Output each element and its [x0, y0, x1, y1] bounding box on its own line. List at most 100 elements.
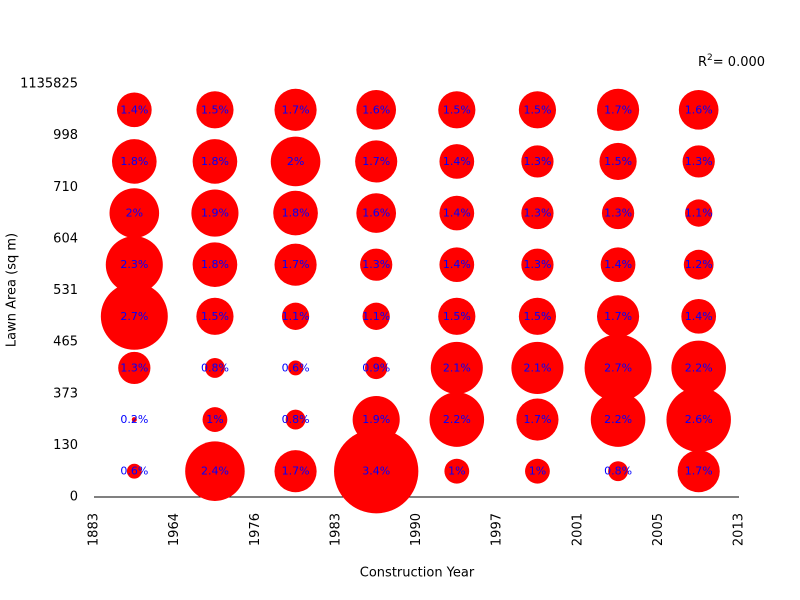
bubble-label: 1.5% [604, 155, 632, 168]
y-tick-label: 1135825 [20, 77, 78, 92]
bubble-label: 1.1% [362, 310, 390, 323]
bubble [100, 282, 168, 350]
bubble [596, 295, 640, 338]
bubble [365, 356, 388, 380]
bubble-label: 2.4% [201, 465, 229, 478]
bubble-label: 0.8% [282, 413, 310, 426]
bubble [196, 91, 234, 129]
bubble [111, 139, 157, 184]
x-tick-label: 1990 [409, 513, 424, 546]
bubble [511, 341, 564, 394]
y-tick-label: 710 [53, 180, 78, 195]
y-tick-label: 373 [53, 386, 78, 401]
bubble-label: 1.4% [443, 207, 471, 220]
bubble-label: 1.5% [523, 103, 551, 116]
bubble [683, 249, 714, 280]
bubble [671, 340, 726, 396]
bubble-label: 1.1% [282, 310, 310, 323]
bubble-label: 1.3% [523, 155, 551, 168]
bubble-label: 0.6% [282, 361, 310, 374]
bubble [192, 139, 238, 184]
bubble [281, 302, 310, 330]
y-tick-label: 531 [53, 283, 78, 298]
bubble-label: 1.8% [282, 207, 310, 220]
bubble [270, 136, 321, 187]
bubble-label: 2.7% [604, 361, 632, 374]
bubble [525, 458, 550, 484]
bubble [105, 236, 163, 294]
bubble-label: 1.4% [443, 155, 471, 168]
x-tick-labels: 1883 1964 1976 1983 1990 1997 2001 2005 2013 [87, 513, 747, 546]
bubble-label: 2.1% [443, 361, 471, 374]
bubble [355, 140, 398, 183]
bubble-label: 1.1% [685, 207, 713, 220]
bubble-label: 2.6% [685, 413, 713, 426]
bubble [444, 458, 470, 484]
bubble-label: 2.2% [604, 413, 632, 426]
bubble [608, 461, 628, 482]
bubble [599, 142, 637, 181]
bubble [521, 248, 554, 281]
bubble [521, 196, 554, 230]
r-squared-superscript: 2 [707, 53, 713, 63]
bubble [118, 351, 151, 385]
bubble [439, 195, 475, 231]
bubble [521, 145, 554, 178]
bubble [681, 298, 717, 334]
bubble-label: 2% [287, 155, 304, 168]
bubble [352, 396, 400, 444]
bubble-label: 0.8% [604, 465, 632, 478]
bubble [430, 341, 483, 394]
bubble-label: 1% [448, 465, 465, 478]
bubble-label: 1.5% [201, 103, 229, 116]
bubble [518, 297, 557, 335]
bubble [205, 358, 225, 378]
x-tick-label: 1976 [248, 513, 263, 546]
y-tick-label: 0 [70, 490, 78, 505]
bubble-label: 1.3% [120, 361, 148, 374]
bubble-label: 1.9% [362, 413, 390, 426]
x-tick-label: 2001 [570, 513, 585, 546]
bubble-label: 0.6% [120, 465, 148, 478]
bubble-label: 2.2% [443, 413, 471, 426]
r-squared-symbol: R [698, 55, 707, 70]
bubble-label: 1.3% [604, 207, 632, 220]
bubble [356, 193, 397, 233]
bubble [584, 334, 652, 402]
bubble-label: 1.6% [362, 103, 390, 116]
bubble-label: 1.4% [685, 310, 713, 323]
bubble [596, 88, 640, 131]
bubble [288, 360, 304, 376]
bubble-label: 1.7% [362, 155, 390, 168]
bubble [685, 199, 713, 227]
bubble [334, 429, 419, 514]
bubble-label: 1.8% [120, 155, 148, 168]
bubble [666, 387, 731, 452]
bubble [439, 247, 475, 283]
bubble [600, 247, 636, 283]
bubble [677, 450, 720, 493]
y-tick-labels: 0 130 373 465 531 604 710 998 1135825 [20, 77, 78, 505]
bubble-label: 1.3% [362, 258, 390, 271]
x-tick-label: 2005 [651, 513, 666, 546]
y-tick-label: 465 [53, 335, 78, 350]
bubble-label: 1.7% [604, 310, 632, 323]
bubble [126, 463, 142, 479]
r-squared-annotation: R2= 0.000 [698, 53, 765, 70]
bubble [678, 89, 719, 130]
bubble-label: 1.3% [523, 258, 551, 271]
bubble-label: 1.7% [604, 103, 632, 116]
bubble-label: 0.9% [362, 361, 390, 374]
bubble-label: 0.2% [120, 413, 148, 426]
bubble [196, 297, 234, 335]
bubble-label: 1.5% [523, 310, 551, 323]
bubble [131, 417, 137, 423]
x-tick-label: 1883 [87, 513, 102, 546]
bubble-label: 1.7% [282, 103, 310, 116]
bubble [273, 190, 318, 236]
bubble-label: 1.3% [523, 207, 551, 220]
bubble-label: 1.7% [523, 413, 551, 426]
bubble [360, 248, 393, 281]
bubble-label: 2.2% [685, 361, 713, 374]
